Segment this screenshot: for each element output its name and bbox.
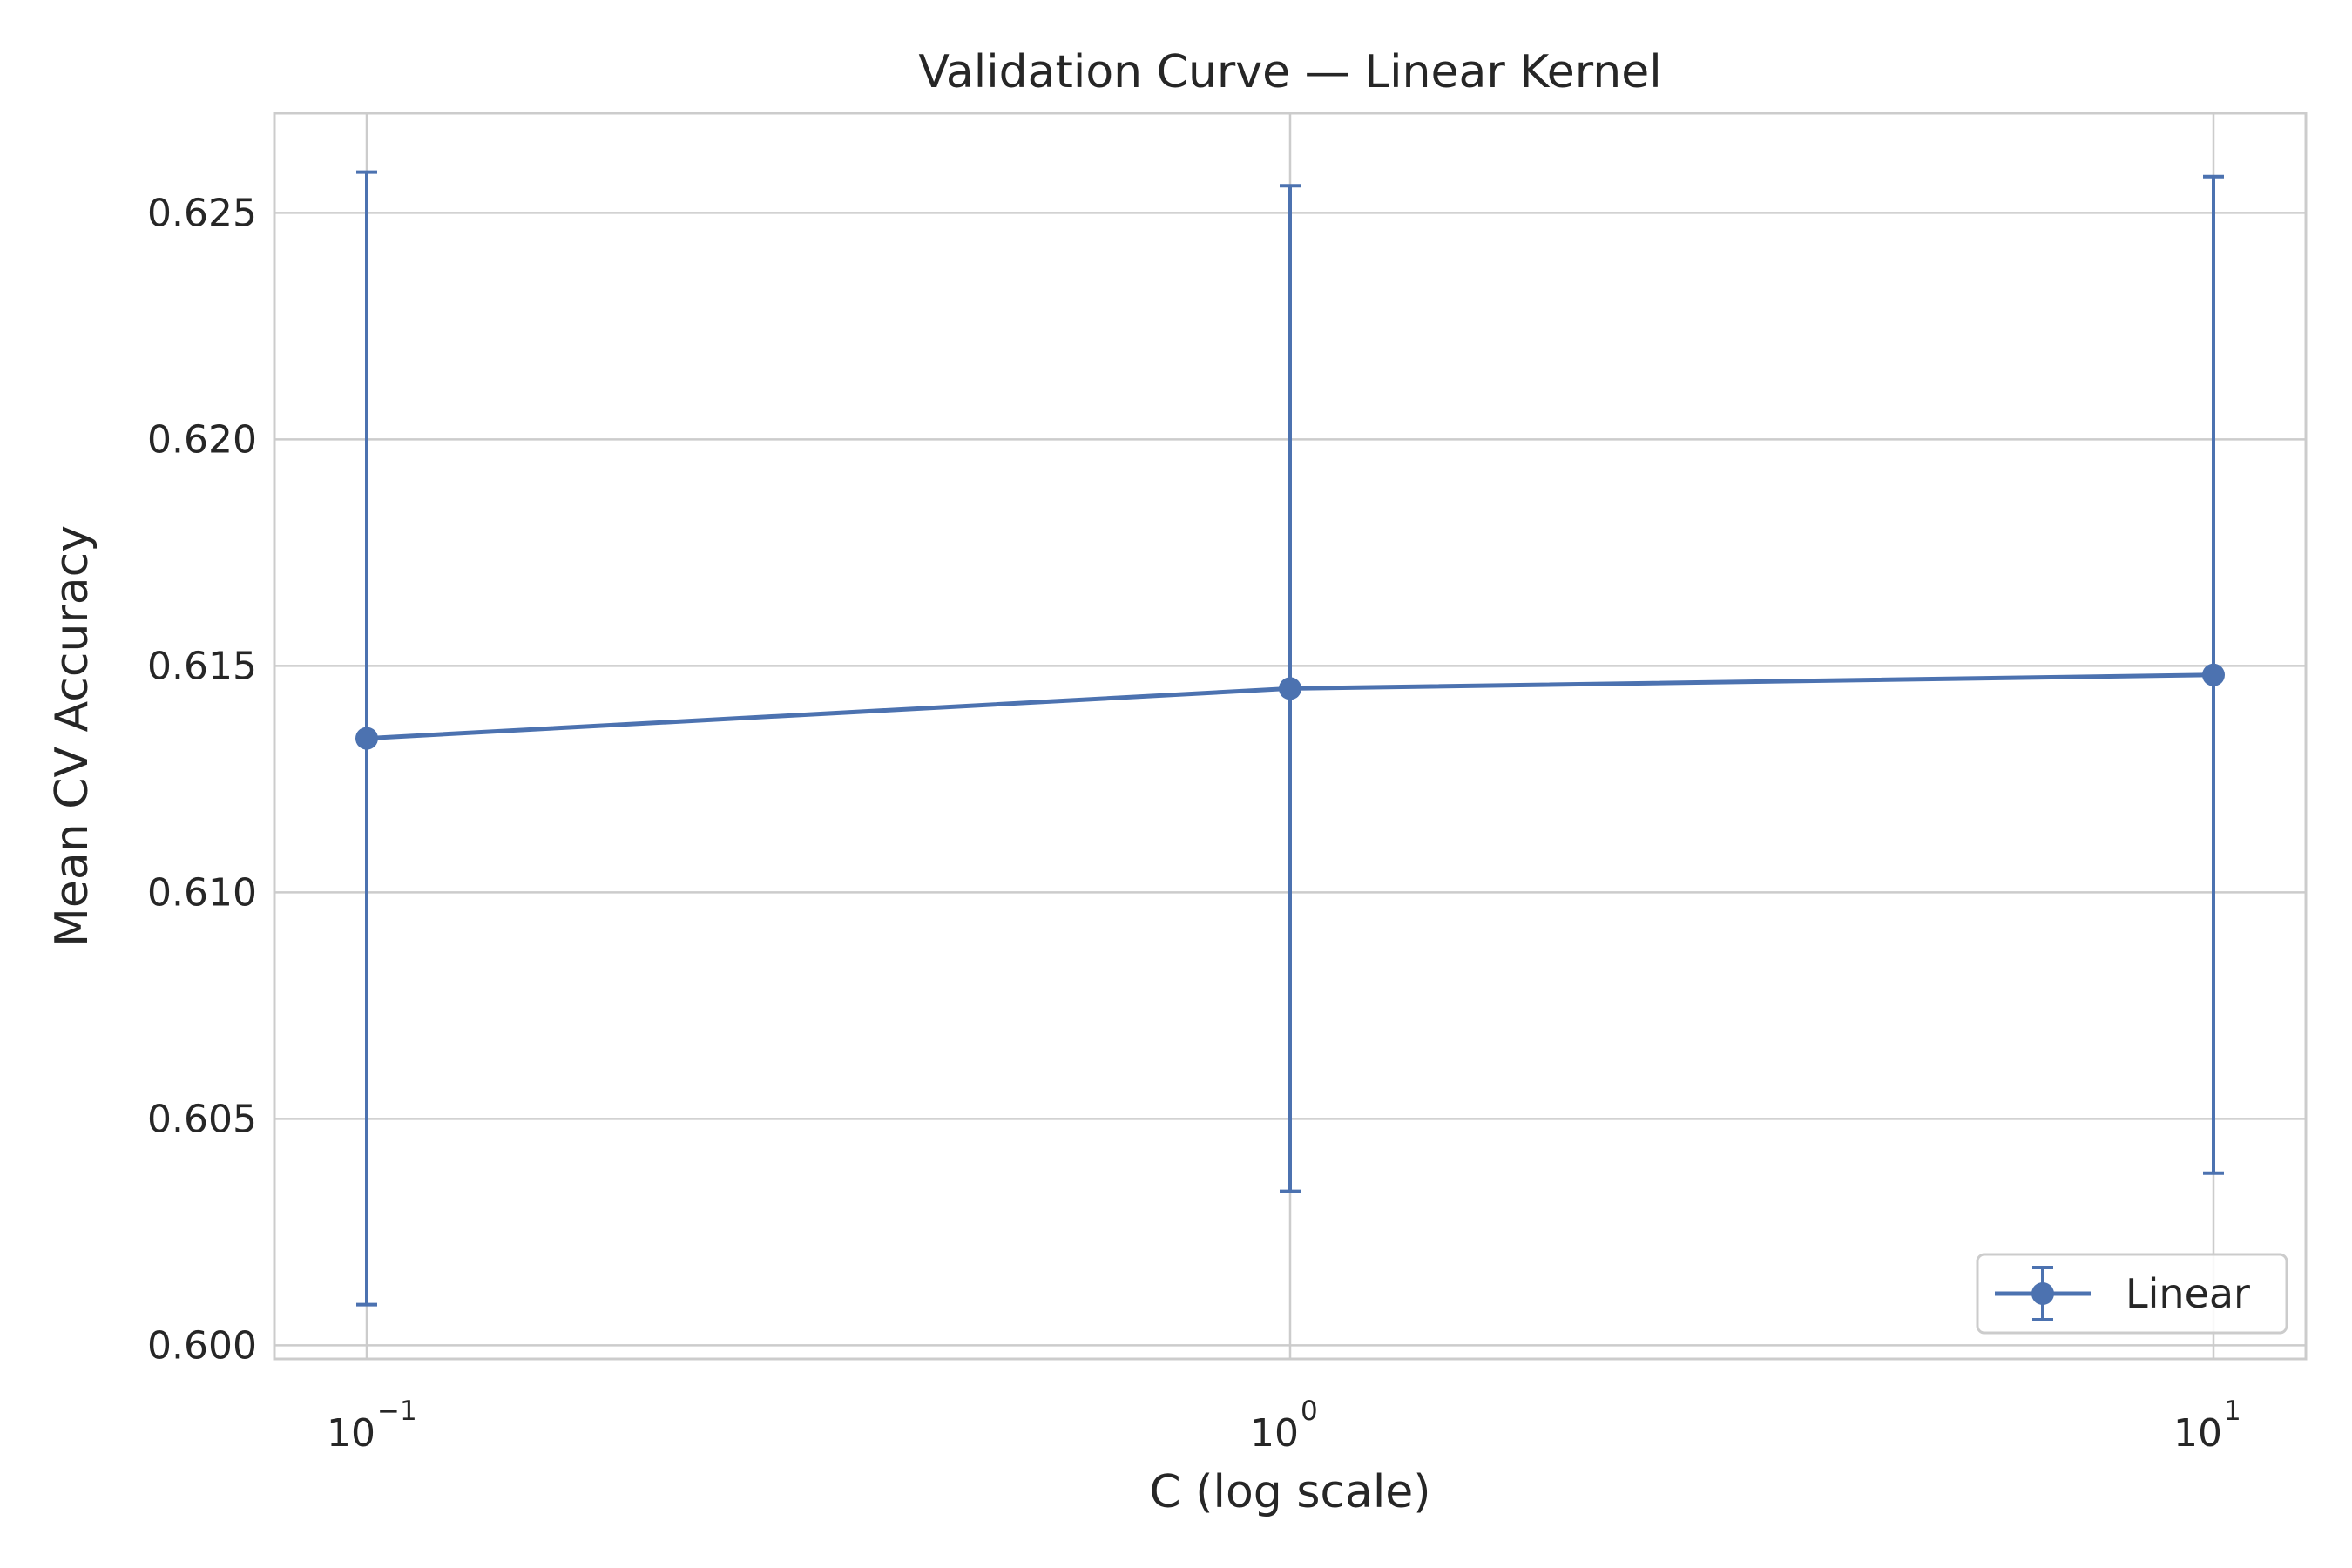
y-tick-label: 0.600	[147, 1323, 257, 1368]
x-tick-exponent: 1	[2224, 1396, 2241, 1427]
y-axis-label: Mean CV Accuracy	[46, 525, 98, 947]
x-axis-label: C (log scale)	[1149, 1466, 1430, 1518]
chart-title: Validation Curve — Linear Kernel	[918, 46, 1661, 98]
x-tick-base: 10	[327, 1411, 375, 1456]
x-tick-exponent: 0	[1301, 1396, 1318, 1427]
y-tick-label: 0.625	[147, 191, 257, 235]
data-point	[1279, 677, 1301, 700]
data-point	[355, 727, 378, 750]
y-tick-label: 0.620	[147, 417, 257, 462]
x-tick-label: 10 0	[1250, 1396, 1318, 1456]
y-tick-label: 0.610	[147, 870, 257, 915]
legend-label: Linear	[2126, 1270, 2250, 1317]
legend-box	[1976, 1253, 2288, 1335]
x-axis-ticks: 10 −1 10 0 10 1	[327, 1396, 2241, 1456]
y-tick-label: 0.615	[147, 644, 257, 688]
y-tick-label: 0.605	[147, 1097, 257, 1141]
data-point	[2202, 663, 2225, 686]
x-tick-exponent: −1	[377, 1396, 417, 1427]
series-layer	[355, 170, 2225, 1307]
x-tick-base: 10	[2173, 1411, 2222, 1456]
legend: Linear	[1976, 1253, 2288, 1335]
plot-frame	[273, 112, 2308, 1361]
x-tick-label: 10 1	[2173, 1396, 2241, 1456]
legend-swatch	[1995, 1266, 2091, 1321]
y-axis-ticks: 0.600 0.605 0.610 0.615 0.620 0.625	[147, 191, 257, 1368]
x-tick-label: 10 −1	[327, 1396, 417, 1456]
x-tick-base: 10	[1250, 1411, 1299, 1456]
